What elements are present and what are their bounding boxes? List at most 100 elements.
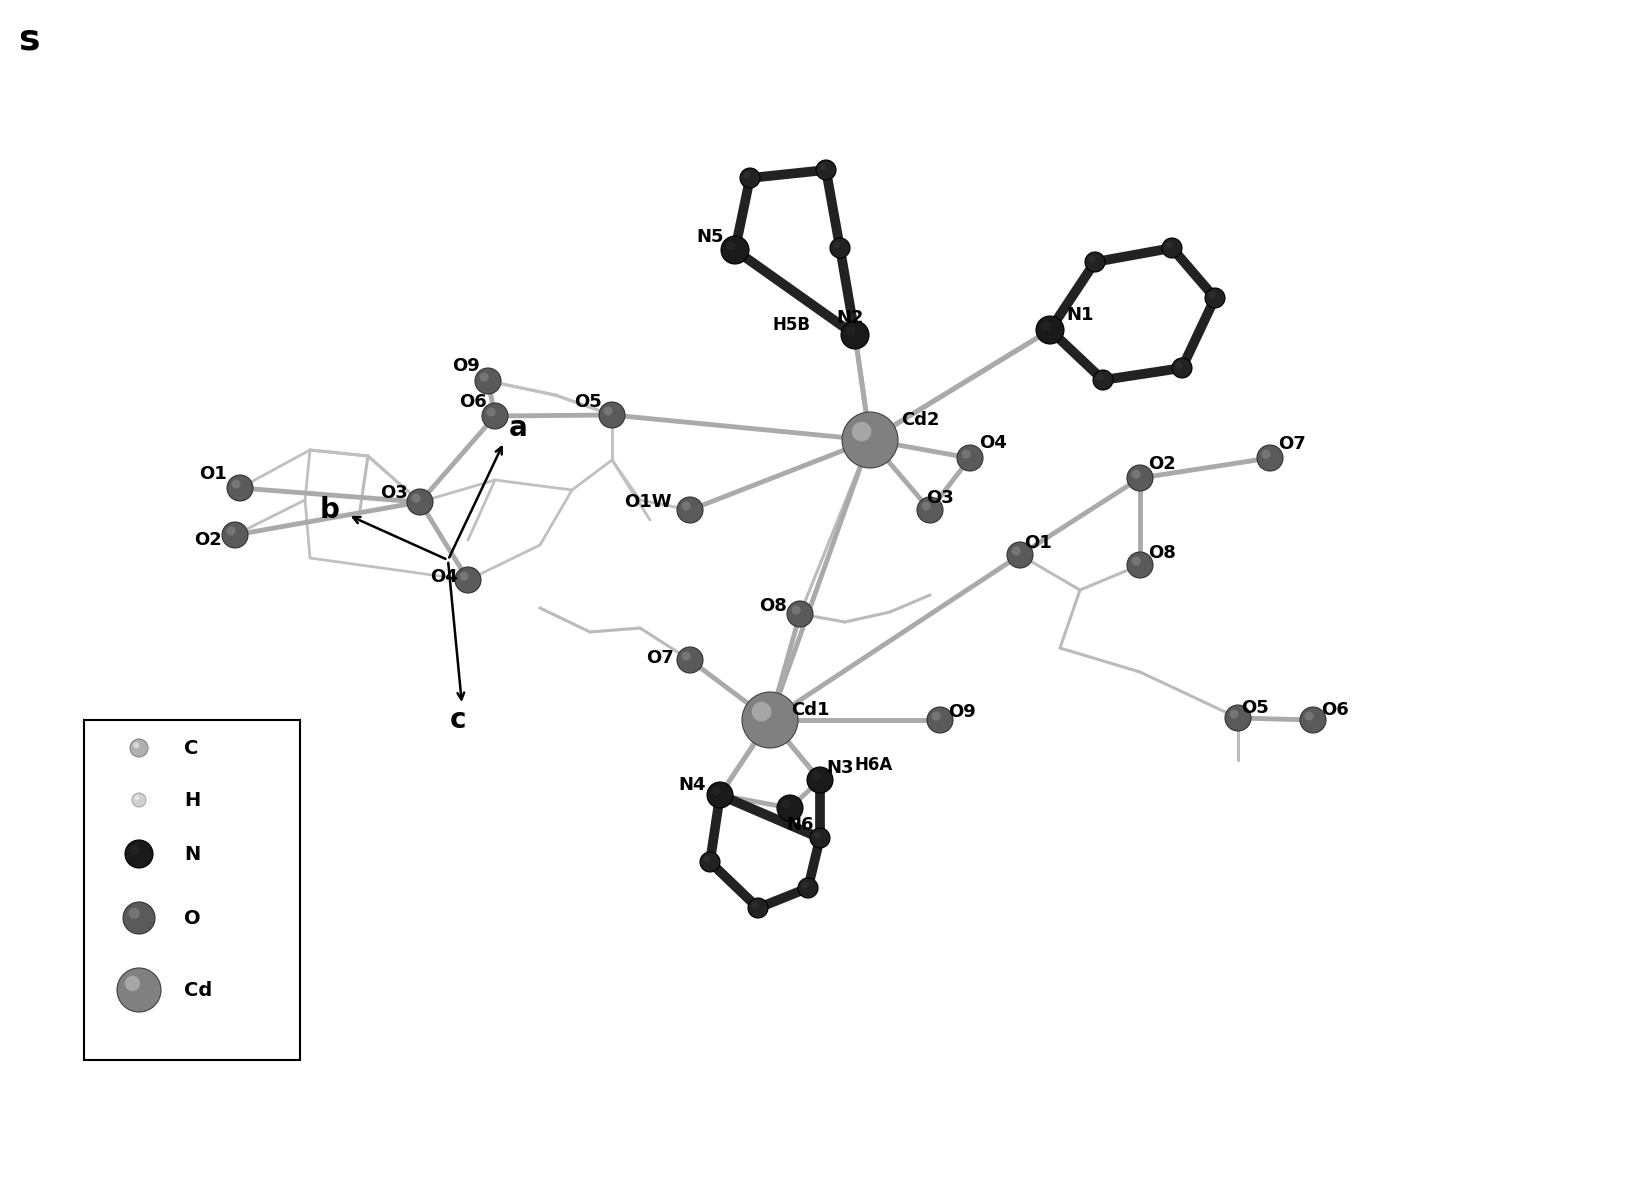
Text: O3: O3 [380,483,408,502]
Circle shape [1127,465,1153,491]
Circle shape [1304,711,1314,720]
Circle shape [962,449,971,459]
Circle shape [123,902,155,934]
Circle shape [411,493,421,502]
Text: O6: O6 [1321,702,1349,719]
Circle shape [791,606,801,615]
Circle shape [1300,707,1326,734]
Text: Cd: Cd [184,980,212,999]
Text: C: C [184,738,199,757]
Circle shape [798,878,818,898]
Circle shape [842,412,898,468]
Circle shape [1206,288,1226,308]
Circle shape [130,739,148,757]
Circle shape [928,707,952,734]
Circle shape [1089,256,1096,263]
Circle shape [814,832,821,839]
Text: N5: N5 [696,228,724,246]
Text: N6: N6 [786,816,814,834]
Circle shape [1007,542,1033,568]
Circle shape [128,908,140,918]
Circle shape [725,241,735,251]
Text: O3: O3 [926,489,954,507]
Text: N2: N2 [836,309,864,327]
Circle shape [227,526,235,536]
Circle shape [809,828,831,848]
Text: O1W: O1W [623,493,671,511]
Text: O7: O7 [646,649,674,667]
Text: O4: O4 [979,434,1007,451]
Text: c: c [449,706,466,734]
Circle shape [1132,469,1140,479]
Bar [84,720,299,1061]
Circle shape [125,975,140,991]
Circle shape [819,164,826,171]
Circle shape [456,566,480,592]
Text: O8: O8 [758,597,786,615]
Circle shape [681,501,691,511]
Circle shape [232,480,240,488]
Circle shape [752,902,758,909]
Text: O: O [184,909,201,928]
Circle shape [701,852,721,872]
Text: Cd1: Cd1 [791,702,829,719]
Text: O1: O1 [1025,534,1051,552]
Circle shape [135,795,140,800]
Circle shape [1040,320,1059,340]
Circle shape [786,601,813,627]
Circle shape [834,242,841,249]
Circle shape [808,767,832,793]
Circle shape [931,711,941,720]
Text: O2: O2 [1148,455,1176,473]
Circle shape [117,968,161,1012]
Circle shape [475,369,502,393]
Circle shape [707,782,734,808]
Circle shape [1176,361,1183,369]
Circle shape [482,403,508,429]
Circle shape [742,692,798,748]
Circle shape [678,497,702,523]
Circle shape [1043,324,1051,331]
Circle shape [1229,710,1239,718]
Text: O7: O7 [1278,435,1306,453]
Circle shape [1012,546,1020,556]
Text: N3: N3 [826,760,854,777]
Circle shape [852,422,872,441]
Circle shape [1036,316,1064,344]
Text: N4: N4 [678,776,706,794]
Circle shape [740,168,760,188]
Circle shape [681,652,691,661]
Circle shape [1041,321,1051,331]
Circle shape [125,840,153,867]
Circle shape [721,236,748,264]
Circle shape [1161,238,1183,258]
Circle shape [1086,252,1105,273]
Circle shape [744,172,750,179]
Circle shape [487,408,495,417]
Circle shape [480,372,489,382]
Circle shape [406,489,433,515]
Circle shape [704,856,711,863]
Circle shape [1257,446,1283,470]
Text: H6A: H6A [855,756,893,774]
Circle shape [712,787,721,795]
Text: O1: O1 [199,465,227,483]
Circle shape [921,501,931,511]
Text: O5: O5 [574,393,602,411]
Circle shape [132,793,146,807]
Text: O9: O9 [452,357,480,374]
Circle shape [678,647,702,673]
Text: O5: O5 [1240,699,1268,717]
Circle shape [1127,552,1153,578]
Circle shape [604,406,612,416]
Text: a: a [508,414,528,442]
Text: N1: N1 [1066,306,1094,324]
Circle shape [729,243,735,250]
Circle shape [916,497,943,523]
Circle shape [1097,373,1104,380]
Circle shape [1092,370,1114,390]
Circle shape [1226,705,1250,731]
Circle shape [841,321,869,350]
Circle shape [133,742,140,749]
Circle shape [831,238,850,258]
